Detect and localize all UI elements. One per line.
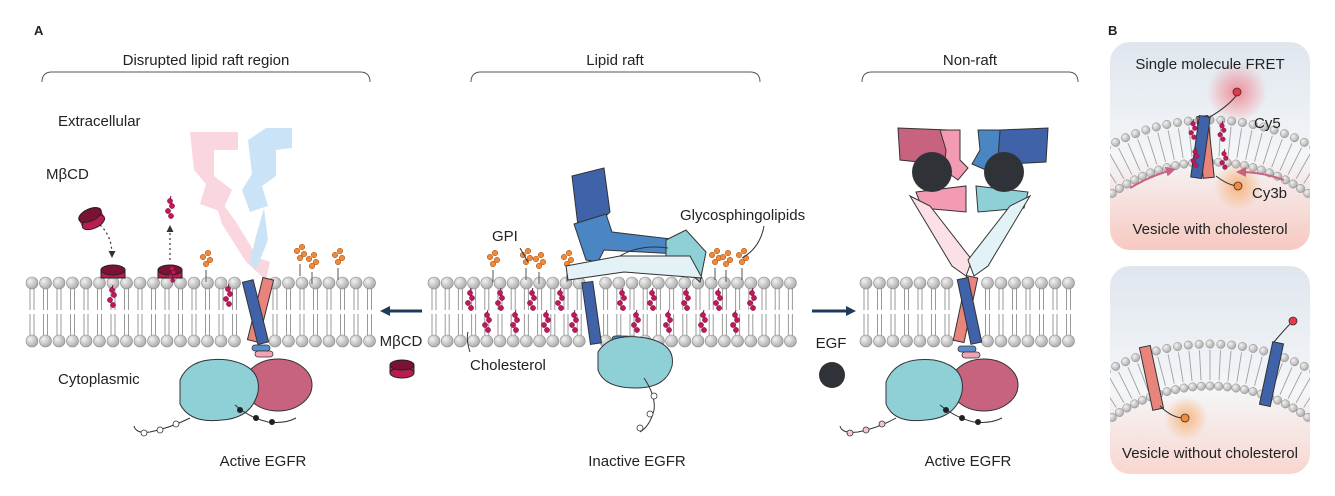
egf-ligand-legend: [819, 362, 845, 388]
mbcd-label-top: MβCD: [46, 166, 89, 183]
vesicle-cholesterol: [1188, 119, 1229, 170]
region-brackets: [41, 71, 1079, 83]
gpi-label: GPI: [492, 228, 518, 245]
mbcd-label-arrow: MβCD: [379, 333, 423, 350]
caption-left: Active EGFR: [219, 453, 307, 470]
vesicle-without-cholesterol-caption: Vesicle without cholesterol: [1122, 445, 1298, 462]
cholesterol-label: Cholesterol: [470, 357, 546, 374]
glycosphingolipids-label: Glycosphingolipids: [680, 207, 806, 224]
nonraft-scene: [839, 127, 1049, 437]
cy5-dye: [1232, 87, 1242, 97]
cy3b-dye: [1233, 181, 1243, 191]
mbcd-ring-inserted: [100, 264, 126, 279]
extracellular-label: Extracellular: [58, 113, 141, 130]
region-raft-title: Lipid raft: [586, 52, 644, 69]
bracket-disrupted: [41, 71, 371, 83]
bracket-nonraft: [861, 71, 1079, 83]
caption-center: Inactive EGFR: [588, 453, 686, 470]
panel-b: [1110, 42, 1310, 474]
region-nonraft-title: Non-raft: [942, 52, 998, 69]
helix-blue-apart: [1258, 341, 1285, 408]
mbcd-molecules: [78, 195, 415, 379]
fret-title: Single molecule FRET: [1135, 56, 1285, 73]
bracket-raft: [470, 71, 761, 83]
mbcd-ring: [78, 207, 106, 231]
vesicle-with-cholesterol-caption: Vesicle with cholesterol: [1132, 221, 1288, 238]
tm-helix-inactive: [581, 280, 602, 345]
kinase-domain-teal: [179, 358, 259, 422]
egf-ligand: [984, 152, 1024, 192]
lipid-raft-scene: [466, 167, 765, 433]
plasma-membranes: [25, 243, 1075, 348]
region-disrupted-title: Disrupted lipid raft region: [122, 52, 290, 69]
ectodomain-blue: [573, 213, 681, 263]
helix-pink-apart: [1138, 344, 1165, 411]
faded-extracellular-domains: [190, 128, 292, 280]
disrupted-raft-scene: [133, 128, 313, 437]
cytoplasmic-label: Cytoplasmic: [58, 371, 140, 388]
cy3b-label: Cy3b: [1252, 185, 1288, 202]
mbcd-ring-legend: [389, 359, 415, 379]
kinase-inactive: [597, 336, 673, 389]
caption-right: Active EGFR: [924, 453, 1012, 470]
tm-helix-blue: [241, 279, 270, 346]
cholesterol-released: [165, 195, 176, 283]
egf-label: EGF: [815, 335, 847, 352]
egf-ligand: [912, 152, 952, 192]
panel-a-letter: A: [34, 23, 44, 38]
panel-b-letter: B: [1108, 23, 1118, 38]
cy5-label: Cy5: [1254, 115, 1281, 132]
